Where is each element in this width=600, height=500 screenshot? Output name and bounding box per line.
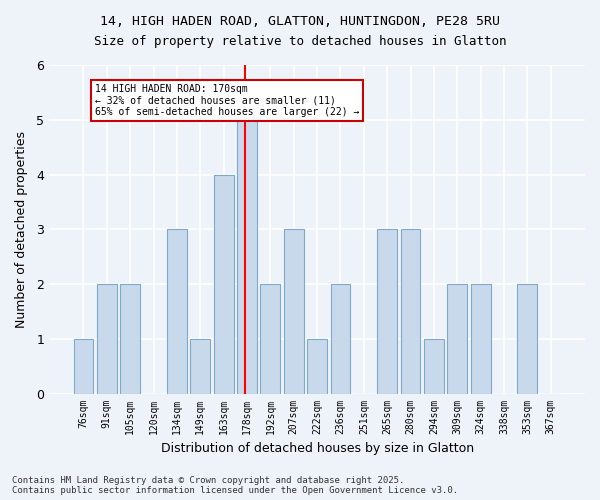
- Bar: [214, 174, 233, 394]
- Bar: [120, 284, 140, 394]
- Bar: [401, 230, 421, 394]
- Text: Contains HM Land Registry data © Crown copyright and database right 2025.
Contai: Contains HM Land Registry data © Crown c…: [12, 476, 458, 495]
- Bar: [74, 339, 94, 394]
- Bar: [190, 339, 210, 394]
- Bar: [97, 284, 117, 394]
- Bar: [424, 339, 444, 394]
- Bar: [448, 284, 467, 394]
- Text: 14, HIGH HADEN ROAD, GLATTON, HUNTINGDON, PE28 5RU: 14, HIGH HADEN ROAD, GLATTON, HUNTINGDON…: [100, 15, 500, 28]
- Bar: [260, 284, 280, 394]
- Bar: [517, 284, 537, 394]
- Bar: [167, 230, 187, 394]
- Bar: [237, 120, 257, 394]
- Bar: [377, 230, 397, 394]
- Bar: [307, 339, 327, 394]
- X-axis label: Distribution of detached houses by size in Glatton: Distribution of detached houses by size …: [161, 442, 473, 455]
- Text: Size of property relative to detached houses in Glatton: Size of property relative to detached ho…: [94, 35, 506, 48]
- Bar: [471, 284, 491, 394]
- Bar: [331, 284, 350, 394]
- Text: 14 HIGH HADEN ROAD: 170sqm
← 32% of detached houses are smaller (11)
65% of semi: 14 HIGH HADEN ROAD: 170sqm ← 32% of deta…: [95, 84, 359, 117]
- Bar: [284, 230, 304, 394]
- Y-axis label: Number of detached properties: Number of detached properties: [15, 131, 28, 328]
